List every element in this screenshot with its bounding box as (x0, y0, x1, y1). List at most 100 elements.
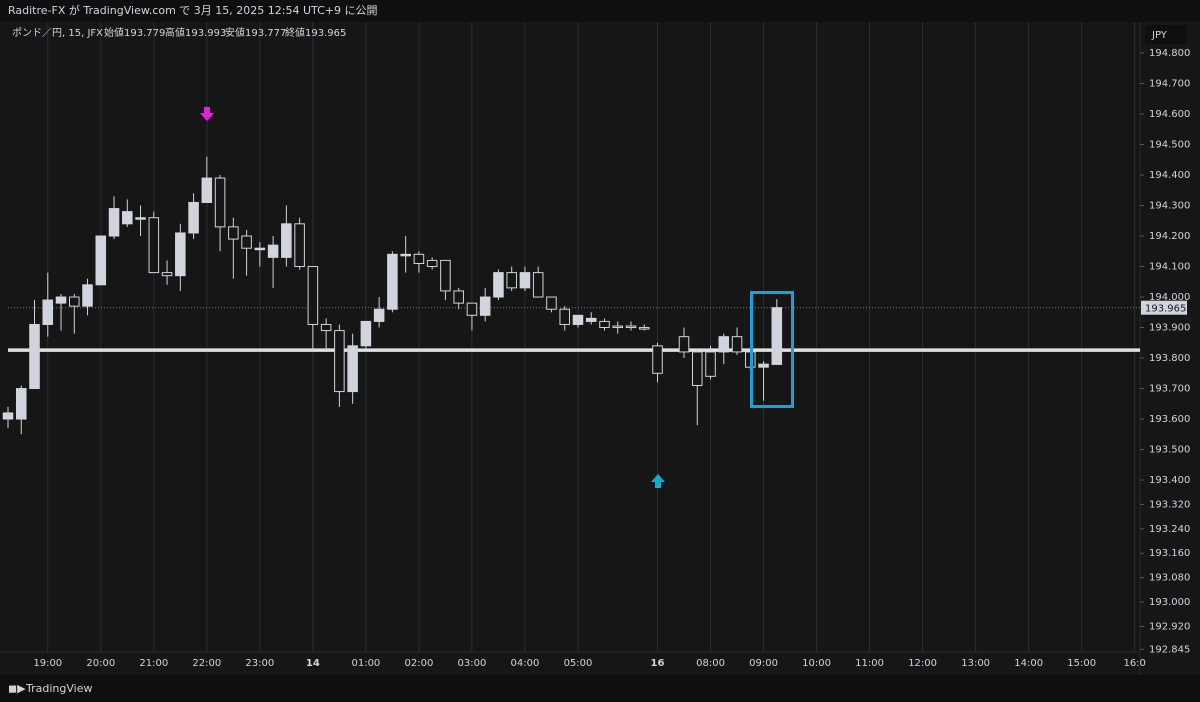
candle-body (652, 345, 663, 374)
candle-body (122, 211, 133, 225)
x-tick-label: 20:00 (86, 658, 115, 669)
candle-body (758, 363, 769, 368)
candle-body (307, 266, 319, 325)
legend-high: 高値193.993 (165, 26, 226, 39)
candle-body (69, 296, 80, 307)
candle-body (413, 253, 425, 264)
y-tick-label: 194.000 (1149, 292, 1190, 303)
y-tick-label: 193.600 (1149, 414, 1190, 425)
candle-body (334, 330, 345, 393)
x-tick-label: 14:00 (1014, 658, 1043, 669)
y-tick-label: 192.845 (1149, 644, 1190, 655)
x-tick-label: 02:00 (404, 658, 433, 669)
candle-body (267, 244, 279, 258)
y-tick-label: 193.900 (1149, 323, 1190, 334)
candle-body (294, 223, 305, 268)
candle-body (426, 259, 438, 268)
candle-body (320, 323, 332, 332)
y-tick-label: 194.500 (1149, 140, 1190, 151)
candle-body (42, 299, 54, 325)
y-tick-label: 194.800 (1149, 48, 1190, 59)
up-arrow (651, 474, 665, 488)
candle-body (771, 307, 783, 365)
y-tick-label: 194.200 (1149, 231, 1190, 242)
candle-body (479, 296, 491, 316)
x-tick-label: 16 (651, 658, 665, 669)
candle-body (678, 336, 690, 353)
candle-body (228, 226, 239, 240)
last-price-box (1141, 300, 1187, 315)
footer-bar (0, 675, 1200, 702)
y-tick-label: 194.100 (1149, 262, 1190, 273)
candle-body (440, 259, 451, 292)
candle-body (2, 412, 14, 420)
last-price-label: 193.965 (1145, 304, 1186, 315)
x-tick-label: 23:00 (245, 658, 274, 669)
candle-body (82, 284, 93, 307)
candle-body (161, 272, 173, 277)
candle-body (135, 217, 146, 220)
candle-body (108, 208, 120, 237)
currency: JPY (1151, 30, 1168, 41)
x-tick-label: 22:00 (192, 658, 221, 669)
candle-body (254, 247, 266, 251)
x-tick-label: 01:00 (351, 658, 380, 669)
legend-low: 安値193.777 (225, 26, 286, 39)
footer: TradingView (25, 682, 92, 695)
y-tick-label: 193.400 (1149, 475, 1190, 486)
candle-body (241, 235, 252, 249)
x-tick-label: 08:00 (696, 658, 725, 669)
candle-body (546, 296, 557, 310)
x-tick-label: 11:00 (855, 658, 884, 669)
currency-box[interactable] (1145, 25, 1187, 44)
x-tick-label: 19:00 (33, 658, 62, 669)
y-tick-label: 193.240 (1149, 524, 1190, 535)
candle-body (387, 253, 398, 310)
y-tick-label: 194.700 (1149, 79, 1190, 90)
candle-body (705, 351, 716, 377)
legend-symbol: ポンド／円, 15, JFX (12, 27, 103, 39)
x-tick-label: 04:00 (511, 658, 540, 669)
highlight-box (750, 291, 794, 408)
legend-close: 終値193.965 (285, 26, 346, 39)
candle-body (612, 325, 624, 329)
candle-body (29, 323, 40, 390)
candle-body (625, 325, 637, 329)
candle-body (718, 336, 730, 353)
x-tick-label: 16:0 (1123, 658, 1145, 669)
candle-body (572, 314, 584, 325)
candle-body (201, 177, 213, 203)
y-tick-label: 193.160 (1149, 548, 1190, 559)
x-tick-label: 13:00 (961, 658, 990, 669)
publish-line: Raditre-FX が TradingView.com で 3月 15, 20… (8, 3, 378, 17)
x-tick-label: 09:00 (749, 658, 778, 669)
candle-body (188, 201, 199, 234)
candle-body (453, 290, 464, 304)
y-tick-label: 193.700 (1149, 384, 1190, 395)
y-tick-label: 193.080 (1149, 573, 1190, 584)
x-tick-label: 15:00 (1067, 658, 1096, 669)
y-tick-label: 194.400 (1149, 170, 1190, 181)
candle-body (95, 235, 107, 286)
y-tick-label: 192.920 (1149, 621, 1190, 632)
candle-body (214, 177, 226, 228)
legend-open: 始値193.779 (104, 26, 165, 39)
candle-body (55, 296, 67, 304)
top-bar (0, 0, 1200, 22)
x-tick-label: 12:00 (908, 658, 937, 669)
candle-body (506, 272, 517, 289)
y-tick-label: 194.300 (1149, 201, 1190, 212)
candle-body (360, 320, 372, 347)
candle-body (400, 253, 411, 257)
x-tick-label: 05:00 (564, 658, 593, 669)
candle-body (599, 320, 610, 329)
y-tick-label: 193.500 (1149, 445, 1190, 456)
candle-body (519, 272, 531, 289)
x-tick-label: 14 (306, 658, 320, 669)
candle-body (347, 345, 358, 393)
y-tick-label: 193.000 (1149, 597, 1190, 608)
x-tick-label: 10:00 (802, 658, 831, 669)
x-tick-label: 03:00 (458, 658, 487, 669)
candle-body (692, 351, 703, 386)
candle-body (373, 308, 385, 322)
